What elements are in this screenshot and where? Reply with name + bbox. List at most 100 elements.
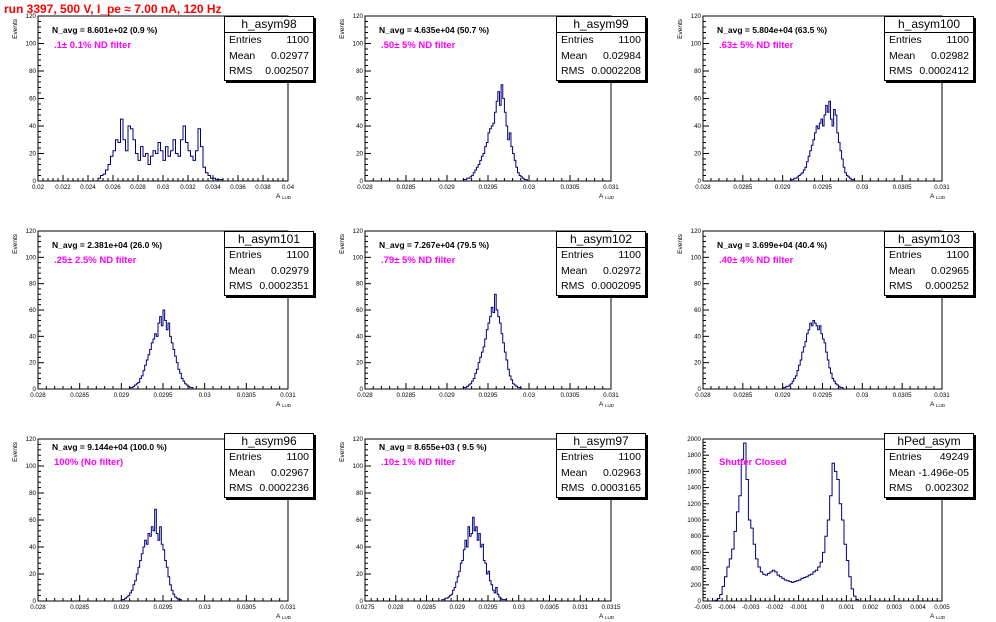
- x-tick-label: 0.029: [775, 392, 791, 399]
- x-tick-label: 0.03: [157, 184, 170, 191]
- y-tick-label: 60: [694, 96, 701, 103]
- y-tick-label: 20: [356, 571, 363, 578]
- stats-row-mean: Mean 0.02979: [225, 264, 313, 280]
- stats-row-entries: Entries 1100: [557, 33, 645, 49]
- stats-label-entries: Entries: [229, 249, 262, 261]
- y-tick-label: 40: [356, 333, 363, 340]
- histogram-name: h_asym101: [225, 232, 313, 248]
- histogram-line: [97, 118, 224, 181]
- stats-value-mean: 0.02979: [271, 264, 309, 277]
- x-axis-title-subscript: LUD: [936, 615, 946, 620]
- y-axis-title: Events: [12, 233, 19, 254]
- x-tick-label: 0.0285: [397, 184, 416, 191]
- x-tick-label: 0.003: [886, 604, 902, 611]
- navg-label: N_avg = 2.381e+04 (26.0 %): [52, 240, 163, 250]
- y-tick-label: 100: [26, 41, 37, 48]
- stats-label-entries: Entries: [229, 34, 262, 46]
- y-tick-label: 40: [29, 123, 36, 130]
- stats-value-rms: 0.0003165: [591, 482, 641, 494]
- stats-label-entries: Entries: [889, 34, 922, 46]
- filter-annotation: .1± 0.1% ND filter: [54, 40, 132, 51]
- y-tick-label: 100: [353, 463, 364, 470]
- y-tick-label: 1600: [687, 468, 701, 475]
- filter-annotation: .63± 5% ND filter: [719, 40, 794, 51]
- y-tick-label: 1200: [687, 501, 701, 508]
- stats-box: h_asym96 Entries 1100 Mean 0.02967 RMS 0.00022…: [224, 433, 314, 498]
- x-tick-label: 0.03: [199, 604, 212, 611]
- x-tick-label: 0.031: [934, 184, 950, 191]
- x-tick-label: 0.0285: [733, 184, 752, 191]
- x-tick-label: 0.0295: [479, 604, 498, 611]
- filter-annotation: .50± 5% ND filter: [381, 40, 456, 51]
- y-tick-label: 80: [694, 68, 701, 75]
- y-axis-title: Events: [677, 18, 684, 39]
- x-tick-label: 0.03: [856, 392, 869, 399]
- stats-row-rms: RMS 0.0003165: [557, 481, 645, 497]
- stats-label-rms: RMS: [561, 65, 585, 77]
- filter-annotation: .40± 4% ND filter: [719, 255, 794, 266]
- x-axis-title: A: [276, 401, 281, 408]
- y-tick-label: 0: [360, 386, 364, 393]
- x-axis-title-subscript: LUD: [282, 615, 292, 620]
- y-tick-label: 1800: [687, 452, 701, 459]
- histogram-line: [462, 293, 522, 389]
- y-axis-title: Events: [677, 233, 684, 254]
- x-tick-label: -0.002: [766, 604, 784, 611]
- y-tick-label: 120: [26, 436, 37, 443]
- histogram-name: h_asym99: [557, 17, 645, 33]
- x-tick-label: 0.028: [695, 392, 711, 399]
- x-tick-label: 0.0295: [154, 604, 173, 611]
- stats-value-entries: 1100: [286, 249, 309, 261]
- y-tick-label: 200: [691, 582, 702, 589]
- x-axis-title-subscript: LUD: [605, 403, 615, 408]
- stats-box: h_asym102 Entries 1100 Mean 0.02972 RMS 0.0002…: [556, 231, 646, 296]
- stats-row-entries: Entries 1100: [225, 248, 313, 264]
- stats-value-entries: 1100: [286, 451, 309, 463]
- x-tick-label: 0.038: [255, 184, 271, 191]
- y-tick-label: 120: [691, 13, 702, 20]
- stats-label-rms: RMS: [561, 280, 585, 292]
- stats-row-mean: Mean -1.496e-05: [885, 466, 973, 482]
- stats-value-entries: 1100: [618, 34, 641, 46]
- x-tick-label: 0.028: [130, 184, 146, 191]
- x-tick-label: 0.029: [439, 184, 455, 191]
- stats-value-rms: 0.0002351: [259, 280, 309, 292]
- histogram-line: [790, 100, 855, 181]
- stats-row-entries: Entries 49249: [885, 450, 973, 466]
- y-tick-label: 2000: [687, 436, 701, 443]
- x-tick-label: 0.022: [55, 184, 71, 191]
- stats-label-rms: RMS: [889, 482, 913, 494]
- y-tick-label: 80: [29, 281, 36, 288]
- filter-annotation: .79± 5% ND filter: [381, 255, 456, 266]
- stats-label-entries: Entries: [561, 451, 594, 463]
- x-tick-label: 0.0305: [893, 392, 912, 399]
- y-tick-label: 120: [353, 13, 364, 20]
- y-tick-label: 120: [26, 13, 37, 20]
- stats-label-rms: RMS: [229, 280, 253, 292]
- y-tick-label: 20: [694, 360, 701, 367]
- x-tick-label: 0.0295: [813, 184, 832, 191]
- histogram-name: h_asym100: [885, 17, 973, 33]
- x-tick-label: -0.003: [742, 604, 760, 611]
- stats-row-entries: Entries 1100: [557, 248, 645, 264]
- x-tick-label: 0.0295: [479, 184, 498, 191]
- stats-label-rms: RMS: [889, 65, 913, 77]
- stats-label-entries: Entries: [889, 451, 922, 463]
- x-tick-label: 0.03: [513, 604, 526, 611]
- histogram-line: [462, 84, 528, 181]
- x-axis-title: A: [930, 613, 935, 620]
- y-axis-title: Events: [12, 441, 19, 462]
- x-axis-title: A: [276, 193, 281, 200]
- x-tick-label: 0.028: [30, 604, 46, 611]
- x-tick-label: 0.031: [934, 392, 950, 399]
- stats-row-mean: Mean 0.02977: [225, 49, 313, 65]
- stats-row-rms: RMS 0.002507: [225, 64, 313, 80]
- stats-row-mean: Mean 0.02982: [885, 49, 973, 65]
- x-tick-label: 0.028: [357, 392, 373, 399]
- filter-annotation: 100% (No filter): [54, 457, 124, 468]
- y-tick-label: 100: [691, 41, 702, 48]
- histogram-name: h_asym97: [557, 434, 645, 450]
